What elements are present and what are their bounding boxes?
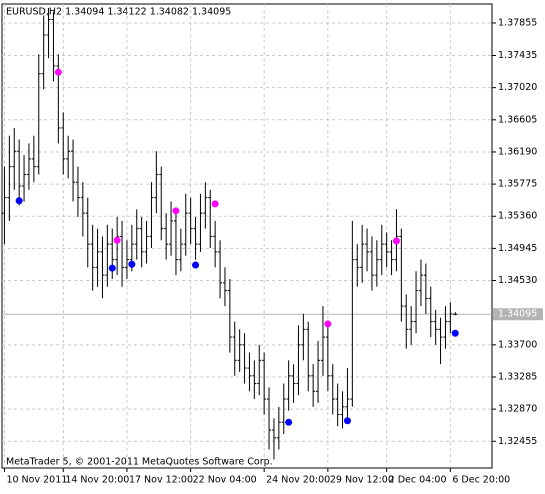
y-tick-label: 1.32870	[498, 404, 537, 415]
y-tick-label: 1.35360	[498, 211, 537, 222]
x-tick-label: 10 Nov 2011	[6, 475, 67, 486]
y-tick-label: 1.37435	[498, 50, 537, 61]
signal-dot	[108, 264, 116, 272]
signal-dot	[113, 236, 121, 244]
signal-dot	[392, 237, 400, 245]
y-tick-label: 1.33700	[498, 339, 537, 350]
x-tick-label: 17 Nov 12:00	[129, 475, 193, 486]
chart-title: EURUSD,H2 1.34094 1.34122 1.34082 1.3409…	[6, 7, 231, 18]
y-tick-label: 1.36605	[498, 114, 537, 125]
y-tick-label: 1.36190	[498, 146, 537, 157]
x-tick-label: 29 Nov 12:00	[330, 475, 394, 486]
signal-dot	[343, 417, 351, 425]
footer: MetaTrader 5, © 2001-2011 MetaQuotes Sof…	[6, 457, 273, 468]
signal-dot	[285, 418, 293, 426]
signal-dot	[451, 329, 459, 337]
y-tick-label: 1.34945	[498, 243, 537, 254]
last-price-box	[493, 308, 543, 321]
y-tick-label: 1.37855	[498, 17, 537, 28]
signal-dot	[211, 200, 219, 208]
plot-frame	[1, 3, 493, 469]
y-tick-label: 1.34530	[498, 275, 537, 286]
last-price-label: 1.34095	[498, 309, 537, 320]
x-tick-label: 14 Nov 20:00	[65, 475, 129, 486]
signal-dot	[172, 207, 180, 215]
signal-dot	[192, 261, 200, 269]
signal-dot	[15, 197, 23, 205]
x-tick-label: 22 Nov 04:00	[193, 475, 257, 486]
x-tick-label: 24 Nov 20:00	[266, 475, 330, 486]
x-tick-label: 6 Dec 20:00	[452, 475, 510, 486]
y-tick-label: 1.33285	[498, 371, 537, 382]
x-tick-label: 2 Dec 04:00	[389, 475, 447, 486]
signal-dot	[128, 260, 136, 268]
signal-dot	[54, 68, 62, 76]
y-tick-label: 1.35775	[498, 179, 537, 190]
y-tick-label: 1.37020	[498, 82, 537, 93]
y-tick-label: 1.32455	[498, 436, 537, 447]
signal-dot	[324, 320, 332, 328]
